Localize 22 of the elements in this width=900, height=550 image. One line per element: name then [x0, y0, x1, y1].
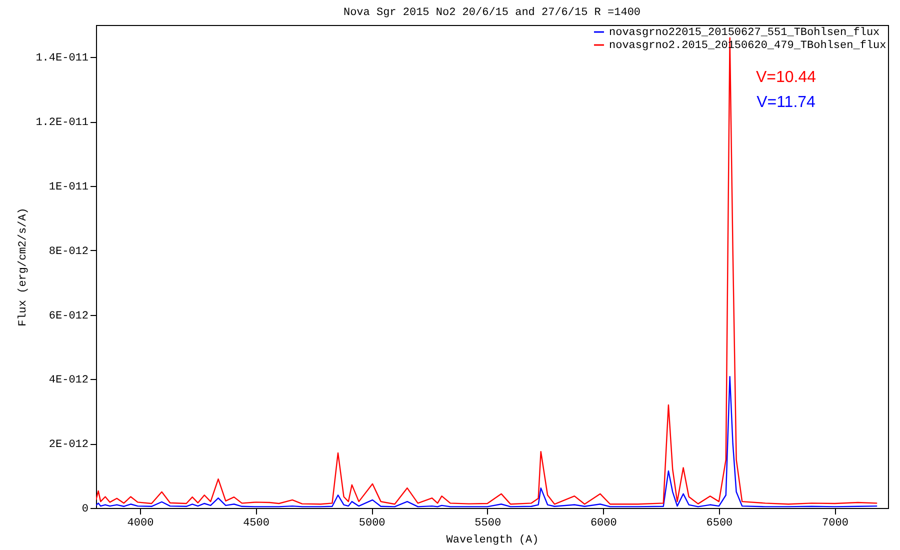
- y-tick-label: 1.4E-011: [36, 52, 89, 65]
- line-series: [96, 376, 878, 508]
- x-tick-label: 4000: [127, 518, 154, 530]
- legend-label: novasgrno22015_20150627_551_TBohlsen_flux: [609, 27, 880, 39]
- annotation: V=11.74: [756, 94, 816, 111]
- x-tick-label: 7000: [822, 518, 848, 530]
- x-tick-label: 5000: [358, 518, 386, 530]
- y-tick-label: 1.2E-011: [36, 117, 89, 130]
- y-tick-label: 8E-012: [48, 246, 88, 258]
- y-tick-label: 6E-012: [48, 310, 88, 322]
- x-tick-label: 6000: [590, 518, 617, 530]
- y-axis-title: Flux (erg/cm2/s/A): [18, 208, 30, 326]
- x-tick-label: 6500: [706, 518, 733, 530]
- annotation: V=10.44: [756, 69, 816, 86]
- x-tick-label: 5500: [474, 518, 502, 530]
- y-tick-label: 0: [82, 504, 88, 516]
- y-tick-label: 1E-011: [48, 182, 89, 194]
- chart-title: Nova Sgr 2015 No2 20/6/15 and 27/6/15 R =1400: [343, 7, 641, 19]
- x-axis-title: Wavelength (A): [446, 534, 539, 546]
- y-tick-label: 4E-012: [48, 374, 88, 387]
- y-tick-label: 2E-012: [48, 439, 88, 452]
- x-tick-label: 4500: [243, 518, 270, 530]
